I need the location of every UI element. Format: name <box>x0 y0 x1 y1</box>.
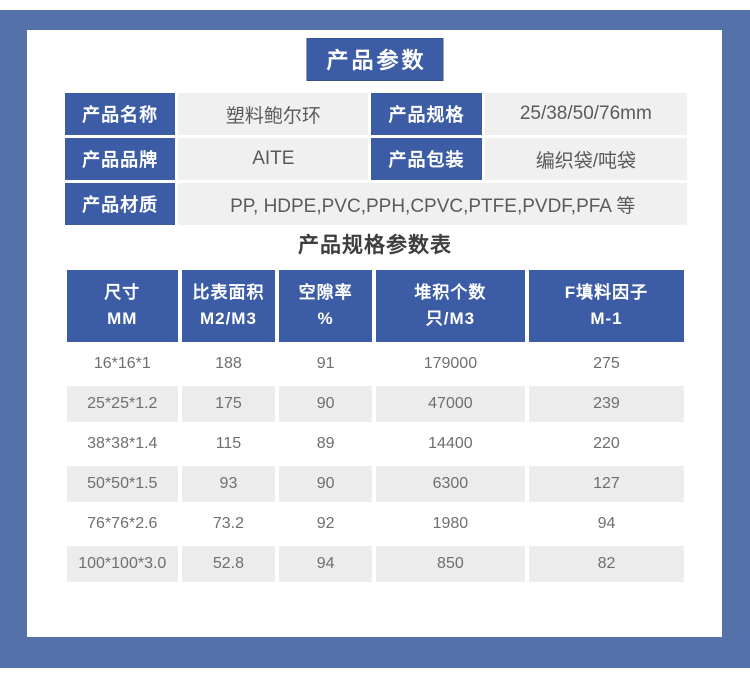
spec-cell: 93 <box>181 466 276 502</box>
spec-header-line1: 尺寸 <box>104 283 141 302</box>
spec-cell: 94 <box>528 506 684 542</box>
spec-header-line1: F填料因子 <box>564 283 649 302</box>
spec-cell: 188 <box>181 346 276 382</box>
spec-header-line2: 只/M3 <box>425 309 476 328</box>
spec-header-line1: 空隙率 <box>298 283 353 302</box>
spec-cell: 100*100*3.0 <box>67 546 178 582</box>
spec-cell: 850 <box>375 546 525 582</box>
spec-header-cell: F填料因子 M-1 <box>528 270 684 342</box>
spec-cell: 25*25*1.2 <box>67 386 178 422</box>
spec-cell: 14400 <box>375 426 525 462</box>
spec-cell: 90 <box>279 386 372 422</box>
spec-cell: 1980 <box>375 506 525 542</box>
spec-cell: 239 <box>528 386 684 422</box>
info-label: 产品材质 <box>65 183 176 225</box>
spec-cell: 16*16*1 <box>67 346 178 382</box>
spec-header-cell: 空隙率 % <box>279 270 372 342</box>
spec-cell: 6300 <box>375 466 525 502</box>
info-row: 产品名称 塑料鲍尔环 产品规格 25/38/50/76mm <box>65 93 687 135</box>
spec-header-line1: 比表面积 <box>192 283 265 302</box>
info-label: 产品品牌 <box>65 138 176 180</box>
spec-header-line2: MM <box>107 309 138 328</box>
spec-cell: 76*76*2.6 <box>67 506 178 542</box>
spec-header-cell: 尺寸 MM <box>67 270 178 342</box>
spec-row: 50*50*1.5 93 90 6300 127 <box>67 466 684 502</box>
spec-cell: 175 <box>181 386 276 422</box>
spec-row: 38*38*1.4 115 89 14400 220 <box>67 426 684 462</box>
spec-cell: 92 <box>279 506 372 542</box>
product-info-table: 产品名称 塑料鲍尔环 产品规格 25/38/50/76mm 产品品牌 AITE … <box>62 90 690 228</box>
spec-cell: 90 <box>279 466 372 502</box>
spec-cell: 127 <box>528 466 684 502</box>
spec-cell: 115 <box>181 426 276 462</box>
info-label: 产品包装 <box>371 138 482 180</box>
spec-table-title: 产品规格参数表 <box>298 234 452 257</box>
spec-cell: 94 <box>279 546 372 582</box>
spec-row: 16*16*1 188 91 179000 275 <box>67 346 684 382</box>
spec-cell: 52.8 <box>181 546 276 582</box>
spec-cell: 275 <box>528 346 684 382</box>
spec-table-body: 16*16*1 188 91 179000 275 25*25*1.2 175 90 47000… <box>67 346 684 582</box>
spec-header-row: 尺寸 MM 比表面积 M2/M3 空隙率 % 堆积个数 只/M3 F填料因子 <box>67 270 684 342</box>
spec-header-cell: 堆积个数 只/M3 <box>375 270 525 342</box>
spec-header-line2: M2/M3 <box>199 309 257 328</box>
spec-cell: 38*38*1.4 <box>67 426 178 462</box>
spec-cell: 73.2 <box>181 506 276 542</box>
spec-cell: 220 <box>528 426 684 462</box>
info-value: 编织袋/吨袋 <box>484 138 687 180</box>
spec-table: 尺寸 MM 比表面积 M2/M3 空隙率 % 堆积个数 只/M3 F填料因子 <box>63 266 688 586</box>
spec-header-line2: M-1 <box>590 309 623 328</box>
info-row: 产品品牌 AITE 产品包装 编织袋/吨袋 <box>65 138 687 180</box>
spec-cell: 179000 <box>375 346 525 382</box>
spec-header-line1: 堆积个数 <box>414 283 487 302</box>
spec-cell: 50*50*1.5 <box>67 466 178 502</box>
info-value: PP, HDPE,PVC,PPH,CPVC,PTFE,PVDF,PFA 等 <box>178 183 687 225</box>
spec-header-line2: % <box>317 309 334 328</box>
spec-cell: 47000 <box>375 386 525 422</box>
spec-row: 76*76*2.6 73.2 92 1980 94 <box>67 506 684 542</box>
spec-cell: 91 <box>279 346 372 382</box>
info-label: 产品规格 <box>371 93 482 135</box>
spec-cell: 89 <box>279 426 372 462</box>
info-value: 25/38/50/76mm <box>484 93 687 135</box>
spec-cell: 82 <box>528 546 684 582</box>
info-value: 塑料鲍尔环 <box>178 93 369 135</box>
page-title: 产品参数 <box>306 38 444 81</box>
spec-header-cell: 比表面积 M2/M3 <box>181 270 276 342</box>
spec-row: 25*25*1.2 175 90 47000 239 <box>67 386 684 422</box>
info-row: 产品材质 PP, HDPE,PVC,PPH,CPVC,PTFE,PVDF,PFA… <box>65 183 687 225</box>
spec-row: 100*100*3.0 52.8 94 850 82 <box>67 546 684 582</box>
info-label: 产品名称 <box>65 93 176 135</box>
info-value: AITE <box>178 138 369 180</box>
